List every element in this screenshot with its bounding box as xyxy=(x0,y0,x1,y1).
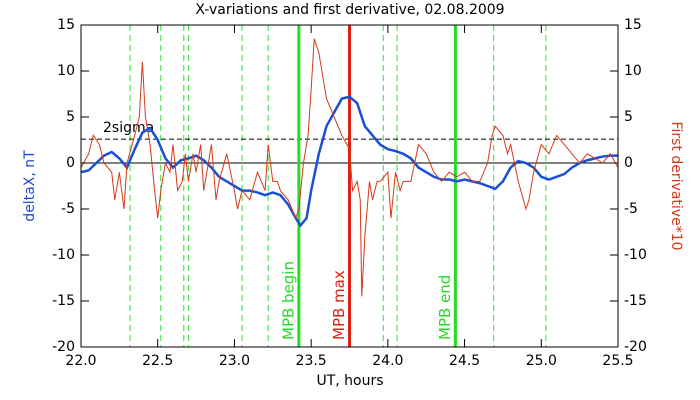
y-axis-label: deltaX, nT xyxy=(22,150,38,222)
x-tick-label: 25.5 xyxy=(602,353,633,369)
x-tick-label: 23.0 xyxy=(219,353,250,369)
y2-tick-label: 0 xyxy=(624,155,633,171)
y-tick-label: 10 xyxy=(57,63,75,79)
marker-label: MPB begin xyxy=(279,261,297,340)
chart-title: X-variations and first derivative, 02.08… xyxy=(195,2,504,18)
x-tick-label: 25.0 xyxy=(526,353,557,369)
marker-label: MPB max xyxy=(330,270,348,340)
y-tick-label: -10 xyxy=(52,247,75,263)
y2-tick-label: -15 xyxy=(624,293,647,309)
x-tick-label: 23.5 xyxy=(296,353,327,369)
y-tick-label: 0 xyxy=(66,155,75,171)
x-tick-label: 22.5 xyxy=(142,353,173,369)
y2-tick-label: -10 xyxy=(624,247,647,263)
x-tick-label: 24.0 xyxy=(372,353,403,369)
y2-tick-label: 15 xyxy=(624,17,642,33)
y-tick-label: 5 xyxy=(66,109,75,125)
y2-tick-label: -5 xyxy=(624,201,638,217)
plot-frame xyxy=(80,24,619,348)
y2-tick-label: 10 xyxy=(624,63,642,79)
y2-tick-label: 5 xyxy=(624,109,633,125)
x-axis-label: UT, hours xyxy=(316,373,383,389)
y-tick-label: 15 xyxy=(57,17,75,33)
data-line xyxy=(80,95,618,228)
x-tick-label: 22.0 xyxy=(65,353,96,369)
y-tick-label: -20 xyxy=(52,339,75,355)
y-tick-label: -5 xyxy=(61,201,75,217)
x-tick-label: 24.5 xyxy=(449,353,480,369)
y2-axis-label: First derivative*10 xyxy=(668,121,684,250)
marker-label: MPB end xyxy=(436,275,454,340)
y-tick-label: -15 xyxy=(52,293,75,309)
y2-tick-label: -20 xyxy=(624,339,647,355)
data-line xyxy=(80,38,619,297)
